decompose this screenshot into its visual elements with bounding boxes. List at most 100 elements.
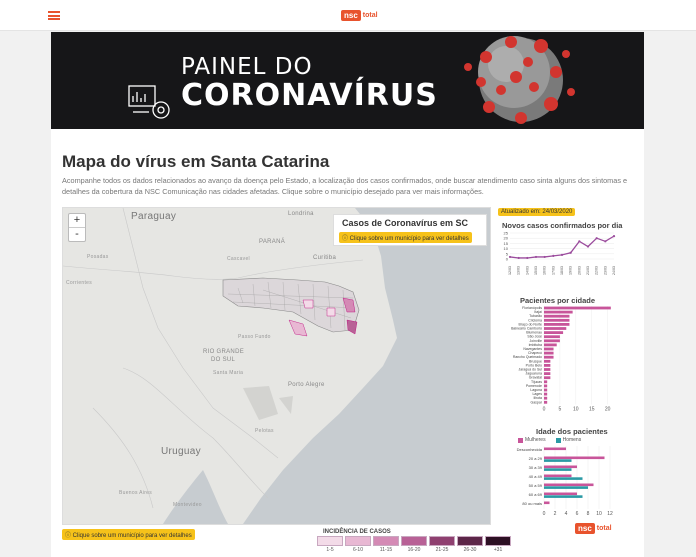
daily-point[interactable]: [552, 254, 555, 257]
daily-point[interactable]: [569, 251, 572, 254]
age-chart-title: Idade dos pacientes: [536, 427, 608, 436]
city-label: Tijucas: [531, 380, 542, 384]
map-label-posadas: Posadas: [87, 254, 109, 260]
city-bar[interactable]: [544, 376, 551, 380]
age-bar-men[interactable]: [544, 477, 583, 480]
zoom-control: + -: [68, 213, 86, 242]
daily-point[interactable]: [560, 253, 564, 256]
incidence-label: 21-25: [435, 547, 449, 553]
incidence-title: INCIDÊNCIA DE CASOS: [323, 529, 391, 535]
age-bar-women[interactable]: [544, 474, 572, 478]
nsc-logo[interactable]: nsc total: [341, 8, 378, 22]
city-bar[interactable]: [544, 327, 567, 330]
age-bar-men[interactable]: [544, 468, 572, 471]
city-bar[interactable]: [544, 388, 548, 392]
city-bar[interactable]: [544, 343, 557, 347]
city-bar[interactable]: [544, 396, 548, 400]
daily-point[interactable]: [612, 235, 616, 238]
city-x-tick: 15: [589, 406, 595, 412]
daily-x-tick: 16/03: [543, 266, 547, 275]
city-label: Jaraguá do Sul: [518, 368, 542, 372]
city-bar[interactable]: [544, 351, 554, 355]
city-label: Brusque: [529, 359, 542, 363]
age-x-tick: 10: [596, 511, 602, 517]
age-bar-women[interactable]: [544, 501, 550, 505]
daily-point[interactable]: [508, 255, 512, 259]
daily-x-tick: 21/03: [586, 266, 590, 275]
age-bar-men[interactable]: [544, 459, 572, 462]
city-cases-chart: 0 5 10 15 20 FlorianópolisItajaíTubarãoCriciú…: [511, 306, 611, 412]
city-bar[interactable]: [544, 364, 551, 367]
incidence-item: 26-30: [457, 536, 483, 553]
city-label: Blumenau: [526, 331, 542, 335]
daily-y-tick: 5: [506, 251, 509, 256]
daily-point[interactable]: [526, 256, 529, 260]
menu-icon[interactable]: [48, 11, 60, 20]
age-bar-women[interactable]: [544, 483, 594, 487]
daily-point[interactable]: [543, 255, 546, 259]
daily-y-tick: 0: [506, 257, 509, 262]
city-bar[interactable]: [544, 318, 570, 322]
city-bar[interactable]: [544, 384, 548, 388]
city-bar[interactable]: [544, 355, 554, 359]
footer-hint-badge: ⓘ Clique sobre um município para ver det…: [62, 529, 195, 540]
daily-x-tick: 15/03: [534, 266, 538, 275]
city-label: Jaguaruna: [525, 372, 542, 376]
footer-logo-total: total: [596, 525, 612, 532]
city-chart-title: Pacientes por cidade: [520, 296, 596, 305]
city-bar[interactable]: [544, 359, 551, 363]
city-bar[interactable]: [544, 306, 611, 310]
incidence-label: 26-30: [463, 547, 477, 553]
city-bar[interactable]: [544, 400, 548, 404]
daily-point[interactable]: [586, 245, 590, 248]
city-bar[interactable]: [544, 339, 560, 343]
map-label-parana: PARANÁ: [259, 239, 286, 245]
zoom-in-button[interactable]: +: [69, 214, 85, 228]
city-x-tick: 5: [559, 406, 562, 412]
city-bar[interactable]: [544, 368, 551, 371]
page-title: Mapa do vírus em Santa Catarina: [62, 152, 330, 171]
age-bar-men[interactable]: [544, 486, 588, 489]
city-bar[interactable]: [544, 347, 554, 351]
daily-point[interactable]: [604, 240, 607, 243]
age-bar-women[interactable]: [544, 492, 577, 496]
top-bar: nsc total: [0, 0, 696, 31]
map-label-montevideo: Montevideo: [173, 502, 202, 508]
legend-women-label: Mulheres: [525, 437, 546, 443]
age-bar-women[interactable]: [544, 465, 577, 469]
city-bar[interactable]: [544, 392, 548, 396]
incidence-swatch: [345, 536, 371, 546]
incidence-swatch: [485, 536, 511, 546]
incidence-label: +31: [493, 547, 503, 553]
age-bar-women[interactable]: [544, 456, 605, 460]
daily-point[interactable]: [578, 240, 581, 243]
daily-x-tick: 17/03: [551, 266, 555, 275]
incidence-swatch: [457, 536, 483, 546]
age-bar-men[interactable]: [544, 495, 583, 498]
incidence-swatch: [429, 536, 455, 546]
daily-y-tick: 20: [504, 236, 509, 241]
incidence-swatch: [317, 536, 343, 546]
map-label-pelotas: Pelotas: [255, 428, 274, 434]
age-bar-women[interactable]: [544, 447, 566, 451]
daily-point[interactable]: [517, 256, 520, 260]
city-bar[interactable]: [544, 380, 548, 384]
daily-point[interactable]: [534, 255, 538, 259]
city-bar[interactable]: [544, 331, 564, 334]
map-canvas: [63, 208, 490, 524]
map-label-cascavel: Cascavel: [227, 256, 250, 262]
daily-x-tick: 14/03: [525, 266, 529, 275]
incidence-label: 16-20: [407, 547, 421, 553]
city-bar[interactable]: [544, 335, 560, 339]
city-bar[interactable]: [544, 314, 570, 318]
daily-point[interactable]: [595, 237, 598, 240]
map-area[interactable]: + - Paraguay Londrina PARANÁ Curitiba Ca…: [62, 207, 491, 525]
city-bar[interactable]: [544, 372, 551, 375]
city-bar[interactable]: [544, 310, 573, 314]
age-chart: 0 2 4 6 8 10 12 Desconhecida 20 a 29 30 a 39 40 a …: [517, 446, 613, 517]
city-bar[interactable]: [544, 323, 570, 326]
zoom-out-button[interactable]: -: [75, 228, 79, 240]
map-label-curitiba: Curitiba: [313, 255, 337, 261]
map-label-do-sul: DO SUL: [211, 357, 236, 363]
